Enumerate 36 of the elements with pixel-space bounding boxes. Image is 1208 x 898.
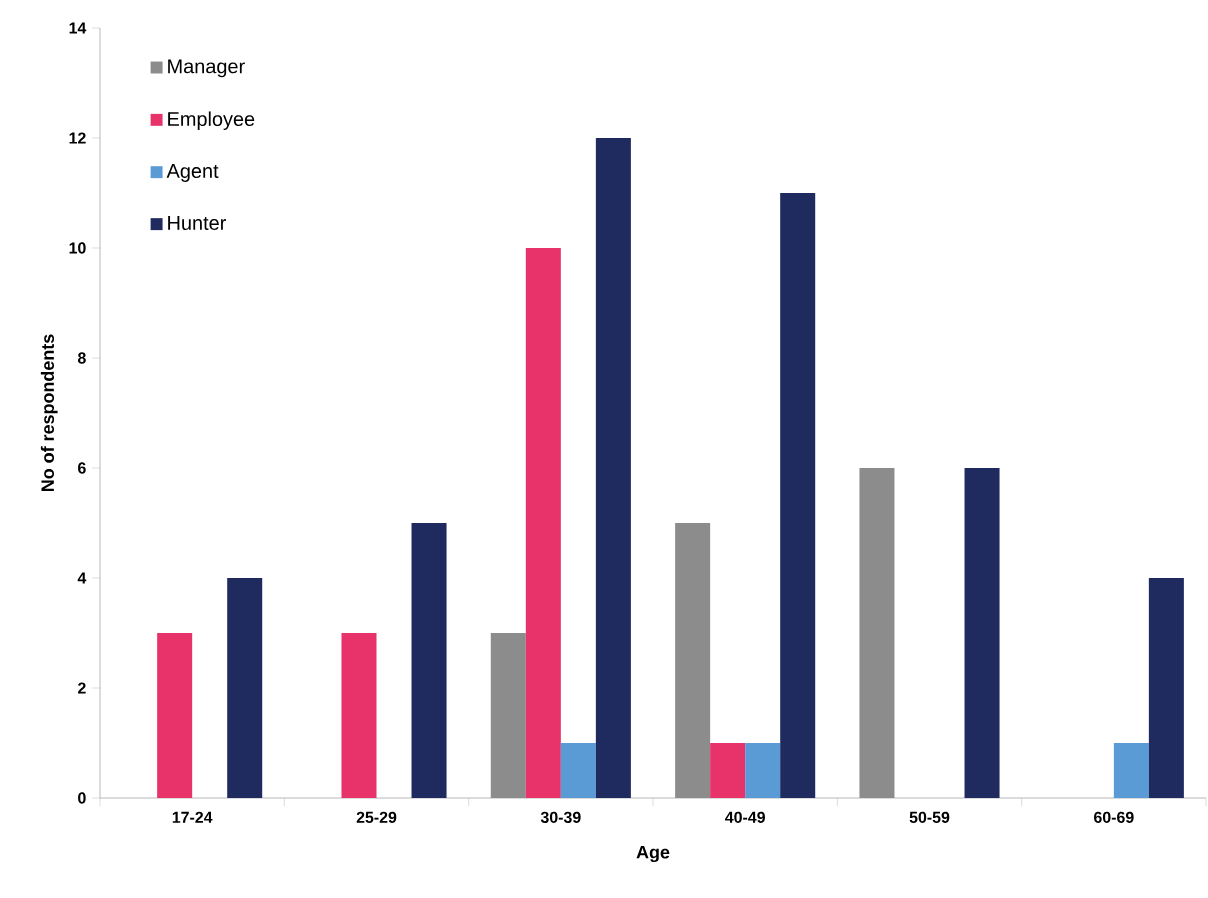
bar — [780, 192, 816, 798]
bar — [1113, 743, 1149, 798]
bar — [490, 633, 526, 798]
x-tick-label: 25-29 — [356, 811, 397, 823]
legend-label: Manager — [168, 59, 245, 78]
bar — [341, 633, 377, 798]
bar — [525, 247, 561, 798]
legend-label: Hunter — [168, 216, 227, 230]
y-tick-label: 2 — [78, 682, 86, 694]
x-tick-label: 30-39 — [540, 811, 581, 823]
y-tick-label: 10 — [69, 242, 86, 254]
y-tick-label: 6 — [78, 462, 86, 474]
x-tick-label: 50-59 — [909, 811, 950, 823]
legend-label: Employee — [168, 111, 255, 130]
bar — [1148, 578, 1184, 798]
bar — [227, 578, 263, 798]
bar — [411, 523, 447, 798]
y-tick-label: 4 — [77, 572, 87, 584]
x-tick-label: 60-69 — [1094, 811, 1134, 823]
y-axis-title: No of respondents — [40, 334, 58, 492]
bar — [859, 468, 895, 798]
bar — [595, 137, 631, 798]
x-tick-label: 40-49 — [725, 811, 765, 823]
legend-label: Agent — [166, 164, 219, 182]
y-tick-label: 0 — [78, 792, 86, 804]
bar — [710, 743, 746, 798]
bar — [675, 523, 711, 798]
bar — [964, 468, 1000, 798]
y-tick-label: 8 — [77, 352, 86, 364]
bar — [157, 633, 193, 798]
x-tick-label: 17-24 — [172, 811, 213, 823]
x-axis-title: Age — [636, 845, 670, 863]
y-tick-label: 14 — [69, 22, 87, 34]
y-tick-label: 12 — [69, 132, 86, 144]
bar — [745, 743, 781, 798]
bar — [560, 743, 596, 798]
